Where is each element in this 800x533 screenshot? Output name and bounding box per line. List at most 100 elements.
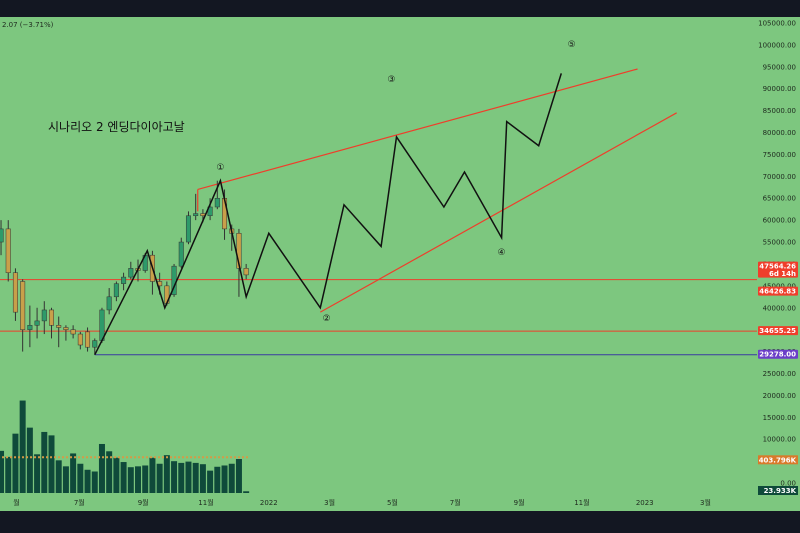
volume-bar bbox=[113, 457, 120, 493]
price-axis-tick: 25000.00 bbox=[763, 370, 796, 378]
volume-bar bbox=[5, 456, 12, 493]
time-axis-tick: 11월 bbox=[574, 498, 589, 507]
candle-body bbox=[207, 206, 213, 217]
candle-body bbox=[214, 197, 220, 208]
trend-line bbox=[197, 68, 638, 191]
time-axis-tick: 9월 bbox=[514, 498, 525, 507]
price-axis-tick: 80000.00 bbox=[763, 129, 796, 137]
volume-bar bbox=[26, 427, 33, 493]
volume-bar bbox=[62, 466, 69, 493]
time-axis-tick: 11월 bbox=[198, 498, 213, 507]
volume-bar bbox=[171, 461, 178, 493]
candle-body bbox=[222, 197, 228, 230]
time-axis-tick: 2023 bbox=[636, 499, 654, 507]
price-tag: 34655.25 bbox=[758, 326, 798, 336]
candle bbox=[92, 338, 98, 355]
price-tag-bg bbox=[758, 261, 798, 278]
time-axis-tick: 7월 bbox=[74, 498, 85, 507]
price-axis-tick: 95000.00 bbox=[763, 63, 796, 71]
volume-tag-label: 403.796K bbox=[759, 456, 797, 464]
price-tag-label: 47564.26 bbox=[759, 263, 796, 271]
candle bbox=[121, 272, 127, 291]
time-axis-tick: 3월 bbox=[324, 498, 335, 507]
volume-bar bbox=[199, 464, 206, 493]
volume-bar bbox=[178, 462, 185, 493]
candle-body bbox=[121, 276, 127, 284]
volume-bar bbox=[243, 491, 250, 493]
price-axis-tick: 60000.00 bbox=[763, 217, 796, 225]
candle-body bbox=[70, 329, 76, 335]
volume-bar bbox=[106, 451, 113, 493]
candle-body bbox=[0, 228, 4, 243]
price-axis-tick: 90000.00 bbox=[763, 85, 796, 93]
candle-body bbox=[77, 333, 83, 346]
wave-label: ② bbox=[322, 314, 330, 324]
candle-body bbox=[48, 309, 54, 326]
candle bbox=[77, 331, 83, 350]
time-axis-tick: 월 bbox=[13, 498, 19, 507]
candle-body bbox=[34, 320, 40, 326]
volume-bar bbox=[84, 469, 91, 493]
candle-body bbox=[41, 309, 47, 322]
price-axis-tick: 10000.00 bbox=[763, 436, 796, 444]
candle bbox=[128, 261, 134, 280]
price-axis-tick: 85000.00 bbox=[763, 107, 796, 115]
price-tag: 46426.83 bbox=[758, 286, 798, 296]
volume-bar bbox=[135, 466, 142, 493]
candle bbox=[113, 281, 119, 302]
time-axis-tick: 3월 bbox=[700, 498, 711, 507]
price-tag-bg bbox=[758, 286, 798, 296]
candle bbox=[106, 288, 112, 315]
price-axis-tick: 55000.00 bbox=[763, 239, 796, 247]
candle-body bbox=[193, 213, 199, 217]
volume-bar bbox=[91, 471, 98, 493]
candle-body bbox=[20, 281, 26, 330]
candle-body bbox=[243, 268, 249, 276]
volume-tag-bg bbox=[758, 486, 798, 495]
volume-bar bbox=[0, 450, 5, 493]
candle bbox=[207, 198, 213, 221]
header-change-text: 2.07 (−3.71%) bbox=[2, 21, 54, 29]
time-axis-tick: 9월 bbox=[138, 498, 149, 507]
volume-bar bbox=[41, 431, 48, 493]
candle bbox=[243, 263, 249, 280]
volume-bar bbox=[55, 460, 62, 493]
time-axis-tick: 2022 bbox=[260, 499, 278, 507]
volume-bar bbox=[77, 463, 84, 493]
volume-bar bbox=[163, 455, 170, 493]
volume-bar bbox=[127, 467, 134, 493]
time-axis-tick: 5월 bbox=[387, 498, 398, 507]
volume-bar bbox=[19, 400, 26, 493]
candle bbox=[214, 180, 220, 210]
candle bbox=[185, 211, 191, 245]
candle-body bbox=[92, 340, 98, 348]
candle bbox=[20, 279, 26, 352]
wave-label: ⑤ bbox=[568, 40, 576, 50]
volume-bar bbox=[221, 465, 228, 493]
bottom-frame bbox=[0, 511, 800, 533]
candle bbox=[63, 325, 69, 341]
candle bbox=[41, 301, 47, 335]
trend-line bbox=[320, 112, 677, 313]
candle-body bbox=[128, 268, 134, 278]
top-frame bbox=[0, 0, 800, 17]
wave-label: ④ bbox=[498, 248, 506, 258]
price-axis-tick: 0.00 bbox=[780, 480, 796, 488]
candle-body bbox=[63, 327, 69, 330]
candle bbox=[56, 316, 62, 348]
volume-bar bbox=[207, 470, 214, 493]
volume-bar bbox=[34, 454, 41, 493]
volume-tag: 23.933K bbox=[758, 486, 798, 495]
price-axis-tick: 45000.00 bbox=[763, 282, 796, 290]
volume-bar bbox=[48, 435, 55, 493]
price-axis-tick: 15000.00 bbox=[763, 414, 796, 422]
candle-body bbox=[85, 331, 91, 348]
price-axis-tick: 65000.00 bbox=[763, 195, 796, 203]
volume-bar bbox=[185, 461, 192, 493]
volume-bar bbox=[98, 443, 105, 493]
candle bbox=[193, 193, 199, 221]
plot-background bbox=[0, 17, 800, 511]
candle bbox=[34, 307, 40, 339]
